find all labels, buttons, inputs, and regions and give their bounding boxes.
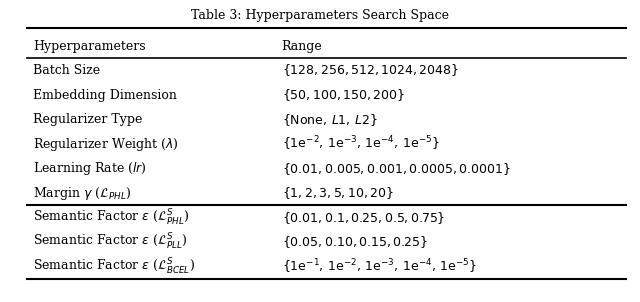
- Text: $\{\mathrm{None},\, L1,\, L2\}$: $\{\mathrm{None},\, L1,\, L2\}$: [282, 112, 378, 127]
- Text: Learning Rate ($lr$): Learning Rate ($lr$): [33, 160, 147, 177]
- Text: Table 3: Hyperparameters Search Space: Table 3: Hyperparameters Search Space: [191, 9, 449, 22]
- Text: Margin $\gamma$ ($\mathcal{L}_{PHL}$): Margin $\gamma$ ($\mathcal{L}_{PHL}$): [33, 185, 132, 202]
- Text: $\{128, 256, 512, 1024, 2048\}$: $\{128, 256, 512, 1024, 2048\}$: [282, 63, 459, 79]
- Text: $\{1\mathrm{e}^{-2},\, 1\mathrm{e}^{-3},\, 1\mathrm{e}^{-4},\, 1\mathrm{e}^{-5}\: $\{1\mathrm{e}^{-2},\, 1\mathrm{e}^{-3},…: [282, 135, 440, 153]
- Text: Range: Range: [282, 40, 323, 53]
- Text: Semantic Factor $\epsilon$ ($\mathcal{L}^S_{PLL}$): Semantic Factor $\epsilon$ ($\mathcal{L}…: [33, 232, 188, 252]
- Text: Regularizer Type: Regularizer Type: [33, 113, 143, 126]
- Text: $\{0.01, 0.005, 0.001, 0.0005, 0.0001\}$: $\{0.01, 0.005, 0.001, 0.0005, 0.0001\}$: [282, 161, 511, 177]
- Text: Semantic Factor $\epsilon$ ($\mathcal{L}^S_{BCEL}$): Semantic Factor $\epsilon$ ($\mathcal{L}…: [33, 257, 195, 277]
- Text: Batch Size: Batch Size: [33, 64, 100, 77]
- Text: Hyperparameters: Hyperparameters: [33, 40, 146, 53]
- Text: $\{1\mathrm{e}^{-1},\, 1\mathrm{e}^{-2},\, 1\mathrm{e}^{-3},\, 1\mathrm{e}^{-4},: $\{1\mathrm{e}^{-1},\, 1\mathrm{e}^{-2},…: [282, 258, 477, 276]
- Text: $\{1, 2, 3, 5, 10, 20\}$: $\{1, 2, 3, 5, 10, 20\}$: [282, 185, 394, 201]
- Text: Semantic Factor $\epsilon$ ($\mathcal{L}^S_{PHL}$): Semantic Factor $\epsilon$ ($\mathcal{L}…: [33, 208, 189, 228]
- Text: $\{50, 100, 150, 200\}$: $\{50, 100, 150, 200\}$: [282, 87, 405, 103]
- Text: $\{0.05, 0.10, 0.15, 0.25\}$: $\{0.05, 0.10, 0.15, 0.25\}$: [282, 234, 428, 250]
- Text: $\{0.01, 0.1, 0.25, 0.5, 0.75\}$: $\{0.01, 0.1, 0.25, 0.5, 0.75\}$: [282, 210, 445, 226]
- Text: Embedding Dimension: Embedding Dimension: [33, 88, 177, 101]
- Text: Regularizer Weight ($\lambda$): Regularizer Weight ($\lambda$): [33, 136, 179, 153]
